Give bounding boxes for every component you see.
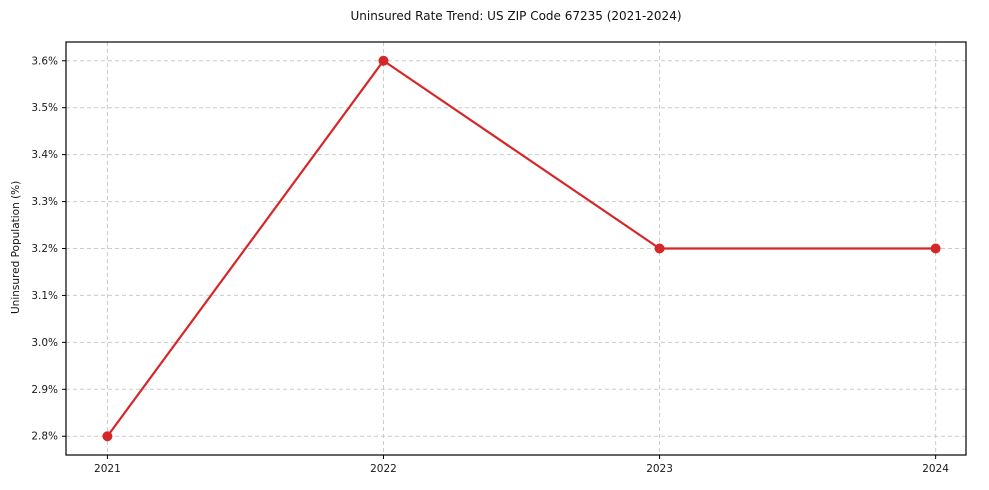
data-point-marker — [930, 243, 941, 254]
x-tick-label: 2022 — [370, 463, 397, 475]
trend-line — [106, 59, 936, 437]
chart-title: Uninsured Rate Trend: US ZIP Code 67235 … — [350, 9, 682, 23]
y-tick-label: 3.3% — [31, 196, 58, 208]
x-tick-label: 2023 — [646, 463, 673, 475]
plot-border — [65, 41, 967, 456]
y-tick-label: 2.8% — [31, 431, 58, 443]
x-tick-label: 2024 — [922, 463, 949, 475]
y-tick-label: 3.2% — [31, 243, 58, 255]
data-point-marker — [102, 431, 113, 442]
y-tick-label: 3.5% — [31, 102, 58, 114]
y-tick-label: 3.0% — [31, 337, 58, 349]
y-tick-label: 2.9% — [31, 384, 58, 396]
x-tick-label: 2021 — [94, 463, 121, 475]
y-tick-label: 3.1% — [31, 290, 58, 302]
data-point-marker — [378, 55, 389, 66]
y-tick-label: 3.6% — [31, 55, 58, 67]
y-tick-label: 3.4% — [31, 149, 58, 161]
data-point-marker — [654, 243, 665, 254]
